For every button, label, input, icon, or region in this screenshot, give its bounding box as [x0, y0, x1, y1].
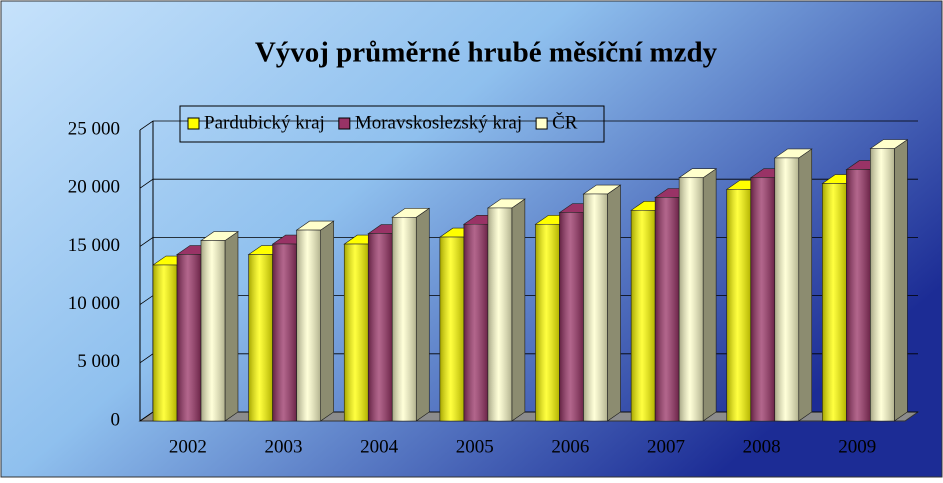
bar-face: [296, 230, 321, 421]
y-tick-label: 0: [111, 409, 121, 430]
bar-face: [463, 224, 488, 421]
bar-face: [344, 244, 369, 421]
legend-label: ČR: [552, 111, 578, 133]
x-tick-label: 2008: [743, 436, 781, 457]
x-tick-label: 2005: [456, 436, 494, 457]
bar-face: [679, 177, 704, 421]
bar-face: [655, 197, 680, 421]
bar-face: [272, 244, 297, 421]
bar-face: [153, 265, 177, 421]
x-tick-label: 2007: [647, 436, 685, 457]
y-tick-label: 25 000: [68, 118, 120, 139]
bar-face: [439, 237, 464, 421]
bar: [391, 207, 431, 422]
y-tick-label: 10 000: [68, 293, 120, 314]
bar-face: [607, 185, 621, 421]
y-tick-label: 5 000: [77, 351, 120, 372]
bar-face: [583, 194, 608, 421]
bar-face: [201, 240, 225, 421]
bar-face: [870, 148, 895, 421]
bar-face: [248, 254, 273, 421]
bar-face: [368, 233, 393, 421]
bar-face: [535, 224, 560, 421]
legend-label: Pardubický kraj: [204, 112, 325, 133]
bar-face: [416, 208, 430, 421]
legend-box: [179, 105, 605, 143]
bar-face: [487, 207, 512, 421]
legend-swatch: [338, 117, 351, 130]
x-tick-label: 2006: [551, 436, 589, 457]
bar-face: [726, 189, 751, 421]
x-tick-label: 2003: [264, 436, 302, 457]
bar: [678, 168, 718, 422]
bar-face: [559, 212, 584, 421]
x-tick-label: 2009: [838, 436, 876, 457]
grid-line: [139, 120, 918, 131]
legend-swatch: [187, 117, 200, 130]
bar-face: [511, 198, 525, 421]
bar-face: [894, 139, 908, 421]
y-tick-label: 20 000: [68, 177, 120, 198]
bar-face: [774, 157, 799, 421]
bar-face: [177, 254, 201, 421]
bar-face: [846, 169, 871, 421]
chart-title: Vývoj průměrné hrubé měsíční mzdy: [255, 37, 718, 69]
bar-face: [225, 231, 238, 421]
bar: [773, 148, 813, 422]
y-tick-label: 15 000: [68, 235, 120, 256]
bar: [486, 198, 526, 422]
legend-label: Moravskoslezský kraj: [355, 112, 522, 133]
bar: [582, 184, 622, 422]
bar: [200, 231, 239, 422]
bar-face: [703, 168, 717, 421]
legend-swatch: [535, 117, 548, 130]
bar-face: [750, 177, 775, 421]
bar: [869, 139, 909, 422]
x-tick-label: 2002: [169, 436, 207, 457]
grid-line: [139, 178, 918, 189]
x-tick-label: 2004: [360, 436, 399, 457]
bar-face: [320, 221, 334, 421]
bar-face: [631, 210, 656, 421]
bar-face: [392, 217, 417, 421]
bar: [295, 220, 335, 422]
bar-face: [822, 183, 847, 421]
bar-face: [798, 148, 812, 421]
